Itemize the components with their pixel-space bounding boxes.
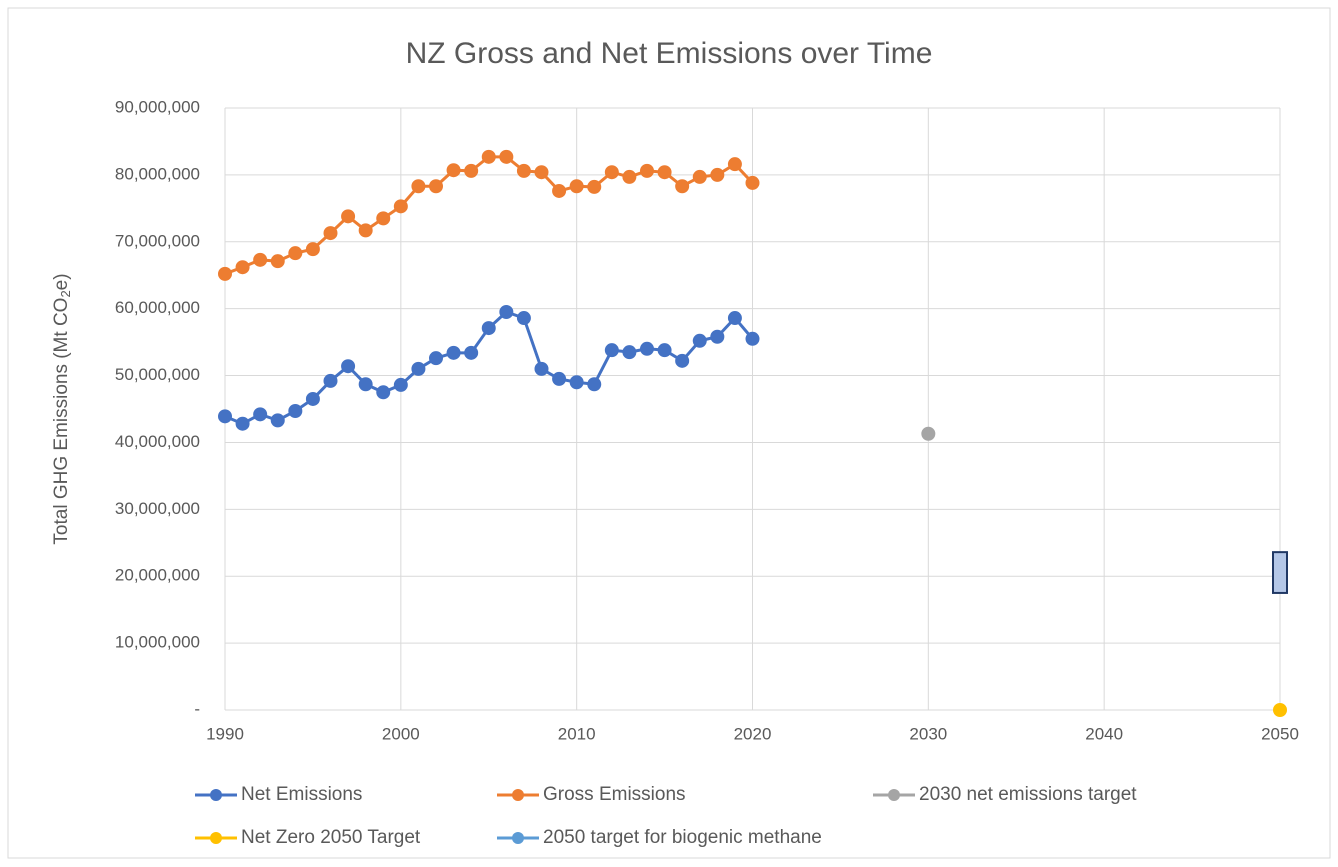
- point: [640, 341, 654, 356]
- y-tick-label: 20,000,000: [115, 566, 200, 585]
- legend-label: 2050 target for biogenic methane: [543, 827, 822, 848]
- point: [569, 179, 584, 194]
- point: [727, 157, 742, 172]
- point: [235, 260, 250, 275]
- point: [569, 375, 584, 390]
- point: [710, 167, 725, 182]
- point: [270, 254, 285, 269]
- point: [393, 199, 408, 214]
- point: [1273, 703, 1287, 717]
- point: [411, 361, 426, 376]
- point: [305, 242, 320, 257]
- point: [640, 163, 654, 178]
- point: [218, 266, 232, 281]
- y-axis-label: Total GHG Emissions (Mt CO2e): [51, 273, 73, 544]
- point: [323, 226, 338, 241]
- point: [358, 223, 373, 238]
- point: [516, 311, 531, 326]
- point: [727, 311, 742, 326]
- x-tick-label: 2050: [1261, 724, 1299, 743]
- x-tick-label: 2040: [1085, 724, 1123, 743]
- point: [675, 353, 690, 368]
- point: [305, 391, 320, 406]
- point: [341, 209, 356, 224]
- point: [587, 179, 602, 194]
- point: [587, 377, 602, 392]
- range-box: [1272, 551, 1288, 594]
- legend-label: 2030 net emissions target: [919, 784, 1137, 805]
- point: [622, 169, 637, 184]
- point: [745, 331, 760, 346]
- y-tick-label: 30,000,000: [115, 499, 200, 518]
- point: [429, 179, 443, 194]
- y-tick-label: 60,000,000: [115, 298, 200, 317]
- point: [218, 409, 232, 424]
- point: [464, 345, 479, 360]
- point: [657, 343, 672, 358]
- point: [657, 165, 672, 180]
- point: [534, 165, 549, 180]
- point: [323, 373, 338, 388]
- legend-label: Net Zero 2050 Target: [241, 827, 421, 848]
- point: [921, 426, 936, 441]
- legend-marker: [888, 789, 900, 801]
- point: [534, 361, 549, 376]
- point: [376, 211, 391, 226]
- x-tick-label: 2000: [382, 724, 420, 743]
- y-label-sub: 2: [58, 290, 73, 297]
- point: [429, 351, 443, 366]
- y-tick-label: 10,000,000: [115, 633, 200, 652]
- point: [604, 165, 619, 180]
- x-tick-label: 2030: [909, 724, 947, 743]
- chart-title: NZ Gross and Net Emissions over Time: [406, 37, 933, 70]
- legend-marker: [210, 789, 222, 801]
- point: [552, 183, 567, 198]
- point: [516, 163, 531, 178]
- chart-border: [7, 7, 1331, 859]
- point: [288, 246, 303, 261]
- x-tick-label: 2020: [734, 724, 772, 743]
- y-tick-label: -: [194, 699, 200, 718]
- point: [552, 371, 567, 386]
- point: [270, 413, 285, 428]
- y-tick-label: 40,000,000: [115, 432, 200, 451]
- point: [499, 149, 514, 164]
- x-tick-label: 2010: [558, 724, 596, 743]
- y-tick-label: 90,000,000: [115, 97, 200, 116]
- point: [393, 377, 408, 392]
- point: [411, 179, 426, 194]
- legend-marker: [512, 832, 524, 844]
- point: [446, 163, 461, 178]
- y-label-part: e): [51, 273, 72, 290]
- point: [604, 343, 619, 358]
- point: [446, 345, 461, 360]
- point: [692, 169, 707, 184]
- point: [710, 329, 725, 344]
- point: [499, 305, 514, 320]
- point: [288, 404, 303, 419]
- point: [235, 416, 250, 431]
- point: [464, 163, 479, 178]
- y-label-part: Total GHG Emissions (Mt CO: [51, 298, 72, 545]
- y-tick-label: 80,000,000: [115, 164, 200, 183]
- legend-label: Gross Emissions: [543, 784, 686, 805]
- point: [253, 252, 268, 267]
- point: [622, 345, 637, 360]
- point: [745, 175, 760, 190]
- point: [358, 377, 373, 392]
- point: [341, 359, 356, 374]
- point: [675, 179, 690, 194]
- point: [481, 321, 496, 336]
- point: [253, 407, 268, 422]
- legend-marker: [210, 832, 222, 844]
- y-tick-label: 50,000,000: [115, 365, 200, 384]
- legend-label: Net Emissions: [241, 784, 362, 805]
- x-tick-label: 1990: [206, 724, 244, 743]
- legend-marker: [512, 789, 524, 801]
- point: [481, 149, 496, 164]
- point: [692, 333, 707, 348]
- y-tick-label: 70,000,000: [115, 231, 200, 250]
- point: [376, 385, 391, 400]
